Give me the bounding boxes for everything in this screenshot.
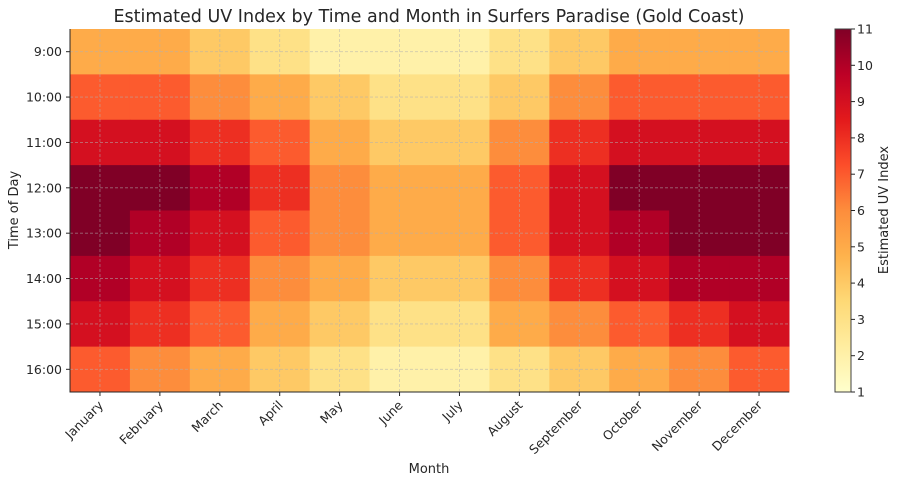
- heatmap-cell: [369, 165, 430, 211]
- heatmap-cell: [549, 119, 610, 166]
- colorbar: 1 2 3 4 5 6 7 8 9 10 11: [834, 22, 873, 400]
- x-tick-label: November: [649, 397, 706, 454]
- heatmap-cell: [609, 165, 670, 211]
- colorbar-tick-label: 10: [857, 58, 873, 73]
- axes: [69, 29, 789, 393]
- heatmap-cell: [489, 119, 550, 166]
- x-tick-label: May: [317, 397, 346, 426]
- y-axis-ticks: 9:00 10:00 11:00 12:00 13:00 14:00 15:00 16:00: [26, 44, 70, 377]
- gridlines: [70, 29, 789, 392]
- y-tick-label: 13:00: [26, 226, 62, 241]
- colorbar-tick-label: 4: [857, 276, 865, 291]
- y-axis-label: Time of Day: [7, 171, 22, 251]
- heatmap-cell: [609, 210, 670, 257]
- chart-title: Estimated UV Index by Time and Month in …: [114, 7, 745, 27]
- colorbar-tick-label: 3: [857, 312, 865, 327]
- y-tick-label: 16:00: [26, 362, 62, 377]
- heatmap-cell: [369, 210, 430, 257]
- heatmap-cell: [369, 74, 430, 121]
- heatmap-cell: [669, 74, 730, 121]
- heatmap-cell: [729, 210, 790, 257]
- x-tick-label: October: [599, 397, 646, 444]
- x-tick-label: September: [526, 397, 586, 457]
- heatmap-cell: [549, 210, 610, 257]
- colorbar-gradient: [834, 28, 852, 393]
- y-tick-label: 11:00: [26, 135, 62, 150]
- x-tick-label: July: [438, 397, 466, 425]
- x-axis-ticks: January February March April May June July Augu…: [61, 392, 766, 457]
- colorbar-tick-label: 8: [857, 130, 865, 145]
- colorbar-tick-label: 2: [857, 348, 865, 363]
- colorbar-tick-label: 1: [857, 385, 865, 400]
- y-tick-label: 14:00: [26, 271, 62, 286]
- heatmap-cell: [369, 119, 430, 166]
- heatmap-cell: [609, 119, 670, 166]
- y-tick-label: 12:00: [26, 180, 62, 195]
- heatmap-cell: [729, 165, 790, 211]
- heatmap-cell: [609, 74, 670, 121]
- x-tick-label: March: [188, 398, 226, 436]
- heatmap-cell: [429, 119, 490, 166]
- heatmap-cell: [669, 210, 730, 257]
- heatmap-cell: [429, 74, 490, 121]
- heatmap-cell: [429, 165, 490, 211]
- heatmap-cell: [669, 119, 730, 166]
- heatmap-cell: [429, 210, 490, 257]
- y-tick-label: 15:00: [26, 316, 62, 331]
- heatmap-cell: [549, 165, 610, 211]
- heatmap-cell: [729, 119, 790, 166]
- x-tick-label: April: [255, 398, 286, 429]
- x-tick-label: January: [61, 397, 106, 442]
- heatmap-cells: [70, 29, 790, 393]
- x-tick-label: December: [709, 397, 766, 454]
- heatmap-cell: [489, 74, 550, 121]
- x-tick-label: August: [484, 397, 526, 439]
- colorbar-tick-label: 7: [857, 167, 865, 182]
- x-axis-label: Month: [409, 462, 450, 477]
- colorbar-tick-label: 9: [857, 94, 865, 109]
- colorbar-tick-label: 5: [857, 239, 865, 254]
- heatmap-cell: [489, 210, 550, 257]
- x-tick-label: June: [375, 397, 406, 428]
- x-tick-label: February: [116, 397, 166, 447]
- heatmap-cell: [549, 74, 610, 121]
- heatmap-cell: [489, 165, 550, 211]
- colorbar-label: Estimated UV Index: [877, 146, 892, 274]
- y-tick-label: 10:00: [26, 90, 62, 105]
- heatmap-cell: [669, 165, 730, 211]
- heatmap-cell: [729, 74, 790, 121]
- colorbar-tick-label: 6: [857, 203, 865, 218]
- colorbar-tick-label: 11: [857, 22, 873, 37]
- y-tick-label: 9:00: [34, 44, 62, 59]
